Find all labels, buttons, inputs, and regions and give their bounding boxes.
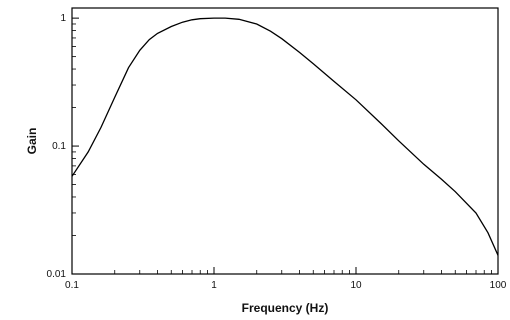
y-axis-label: Gain [25, 128, 39, 155]
x-axis-ticks: 0.1 1 10 100 [65, 267, 507, 291]
y-axis-ticks: 0.01 0.1 1 [47, 13, 79, 280]
x-tick-label: 1 [211, 280, 217, 291]
x-tick-label: 100 [490, 280, 507, 291]
x-tick-label: 10 [350, 280, 362, 291]
y-tick-label: 0.1 [52, 141, 66, 152]
x-tick-label: 0.1 [65, 280, 79, 291]
y-tick-label: 1 [60, 13, 66, 24]
y-tick-label: 0.01 [47, 269, 67, 280]
gain-curve [71, 17, 499, 256]
plot-frame [71, 7, 499, 275]
x-axis-label: Frequency (Hz) [242, 301, 329, 315]
